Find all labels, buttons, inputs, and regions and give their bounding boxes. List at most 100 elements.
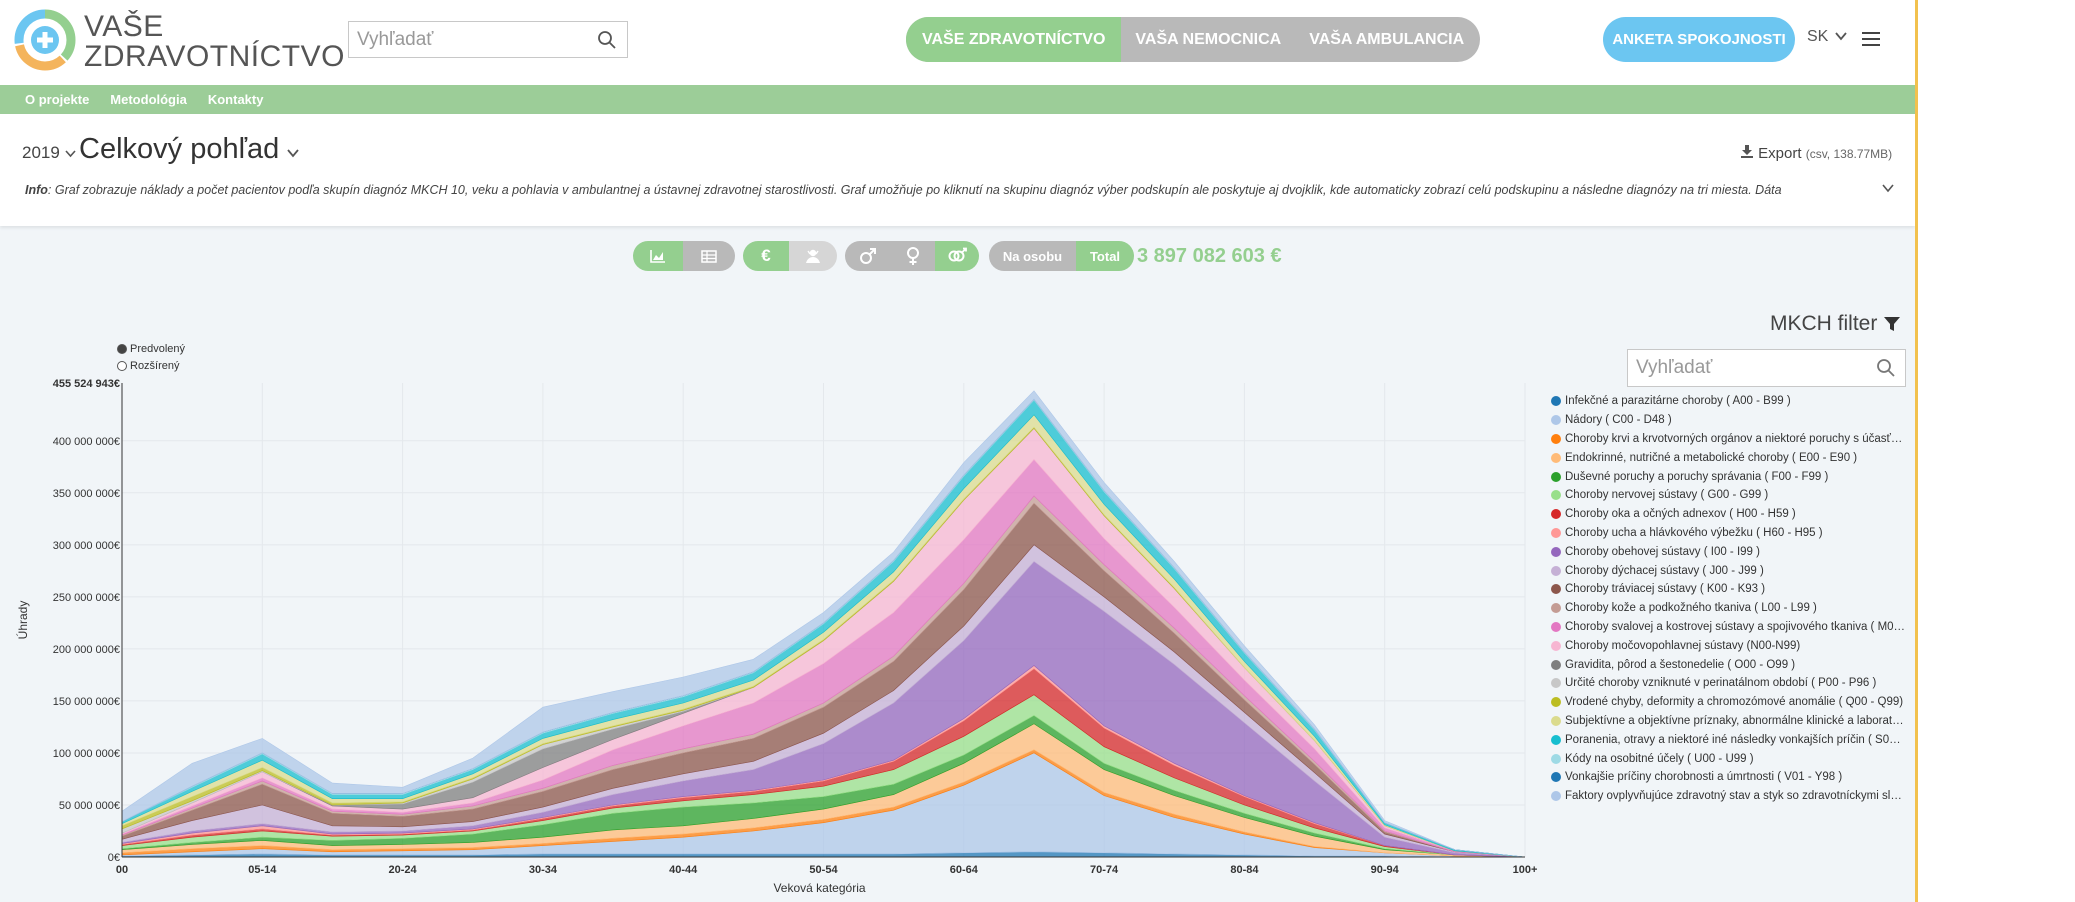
search-icon[interactable] bbox=[1876, 358, 1896, 378]
male-button[interactable] bbox=[845, 241, 891, 271]
y-tick-label: 250 000 000€ bbox=[53, 592, 120, 604]
x-axis-label: Veková kategória bbox=[773, 881, 865, 895]
area-chart-button[interactable] bbox=[633, 241, 683, 271]
filter-search-input[interactable] bbox=[1636, 350, 1871, 386]
both-genders-button[interactable] bbox=[935, 241, 979, 271]
scroll-accent bbox=[1915, 0, 1918, 902]
logo-icon[interactable] bbox=[14, 9, 76, 71]
language-select[interactable]: SK bbox=[1807, 28, 1847, 46]
filter-item[interactable]: Choroby oka a očných adnexov ( H00 - H59… bbox=[1551, 505, 1906, 524]
year-select[interactable]: 2019 bbox=[22, 143, 76, 163]
filter-title-label: MKCH filter bbox=[1770, 312, 1878, 335]
filter-search bbox=[1627, 349, 1906, 387]
x-tick-label: 50-54 bbox=[809, 864, 838, 876]
legend-swatch bbox=[1551, 772, 1561, 783]
filter-item[interactable]: Poranenia, otravy a niektoré iné následk… bbox=[1551, 730, 1906, 749]
legend-swatch bbox=[1551, 433, 1561, 444]
chevron-down-icon bbox=[64, 150, 76, 158]
legend-swatch bbox=[1551, 678, 1561, 689]
patients-button[interactable] bbox=[789, 241, 837, 271]
legend-mode-predefined[interactable]: Predvolený bbox=[117, 343, 185, 355]
year-label: 2019 bbox=[22, 143, 60, 162]
header-search-input[interactable] bbox=[357, 22, 587, 57]
y-tick-label: 350 000 000€ bbox=[53, 488, 120, 500]
filter-item[interactable]: Určité choroby vzniknuté v perinatálnom … bbox=[1551, 674, 1906, 693]
survey-button[interactable]: ANKETA SPOKOJNOSTI bbox=[1603, 17, 1795, 62]
logo-text[interactable]: VAŠE ZDRAVOTNÍCTVO bbox=[84, 12, 345, 72]
area-chart[interactable]: 0€ 50 000 000€ 100 000 000€ 150 000 000€ 200… bbox=[0, 330, 1540, 900]
title-panel: 2019 Celkový pohľad Export (csv, 138.77M… bbox=[0, 114, 1915, 226]
filter-item-label: Kódy na osobitné účely ( U00 - U99 ) bbox=[1565, 752, 1754, 765]
legend-swatch bbox=[1551, 452, 1561, 463]
search-icon[interactable] bbox=[597, 30, 617, 50]
view-select[interactable]: Celkový pohľad bbox=[79, 133, 300, 166]
cost-button[interactable]: € bbox=[743, 241, 789, 271]
table-view-button[interactable] bbox=[683, 241, 735, 271]
legend-swatch bbox=[1551, 659, 1561, 670]
legend-swatch bbox=[1551, 415, 1561, 426]
info-label: Info bbox=[25, 183, 48, 197]
filter-item-label: Subjektívne a objektívne príznaky, abnor… bbox=[1565, 714, 1906, 727]
filter-item-label: Vrodené chyby, deformity a chromozómové … bbox=[1565, 696, 1904, 709]
legend-swatch bbox=[1551, 471, 1561, 482]
logo-line1: VAŠE bbox=[84, 10, 164, 43]
menu-icon[interactable] bbox=[1862, 32, 1880, 50]
legend-swatch bbox=[1551, 621, 1561, 632]
nav-vase-zdravotnictvo[interactable]: VAŠE ZDRAVOTNÍCTVO bbox=[906, 17, 1122, 62]
filter-item-label: Choroby svalovej a kostrovej sústavy a s… bbox=[1565, 620, 1906, 633]
legend-mode-extended[interactable]: Rozšírený bbox=[117, 360, 185, 372]
female-button[interactable] bbox=[891, 241, 935, 271]
filter-item[interactable]: Gravidita, pôrod a šestonedelie ( O00 - … bbox=[1551, 655, 1906, 674]
export-meta: (csv, 138.77MB) bbox=[1805, 147, 1893, 161]
main-nav: VAŠE ZDRAVOTNÍCTVO VAŠA NEMOCNICA VAŠA A… bbox=[906, 17, 1481, 62]
filter-item[interactable]: Subjektívne a objektívne príznaky, abnor… bbox=[1551, 712, 1906, 731]
subnav-metodologia[interactable]: Metodológia bbox=[110, 92, 187, 107]
subnav-o-projekte[interactable]: O projekte bbox=[25, 92, 90, 107]
x-tick-label: 70-74 bbox=[1090, 864, 1119, 876]
legend-swatch bbox=[1551, 396, 1561, 407]
filter-item[interactable]: Choroby svalovej a kostrovej sústavy a s… bbox=[1551, 618, 1906, 637]
mkch-filter-title[interactable]: MKCH filter bbox=[1770, 312, 1901, 336]
per-person-button[interactable]: Na osobu bbox=[989, 241, 1076, 271]
filter-item[interactable]: Endokrinné, nutričné a metabolické choro… bbox=[1551, 448, 1906, 467]
filter-item[interactable]: Vonkajšie príčiny chorobnosti a úmrtnost… bbox=[1551, 768, 1906, 787]
y-axis-label: Úhrady bbox=[15, 601, 30, 640]
filter-item[interactable]: Nádory ( C00 - D48 ) bbox=[1551, 411, 1906, 430]
filter-item[interactable]: Choroby nervovej sústavy ( G00 - G99 ) bbox=[1551, 486, 1906, 505]
x-tick-label: 60-64 bbox=[950, 864, 979, 876]
nav-vasa-nemocnica[interactable]: VAŠA NEMOCNICA bbox=[1135, 31, 1282, 48]
filter-icon bbox=[1884, 317, 1901, 331]
table-icon bbox=[701, 249, 717, 263]
chevron-down-icon bbox=[287, 149, 300, 158]
filter-item[interactable]: Choroby kože a podkožného tkaniva ( L00 … bbox=[1551, 599, 1906, 618]
x-tick-label: 00 bbox=[116, 864, 128, 876]
filter-item[interactable]: Duševné poruchy a poruchy správania ( F0… bbox=[1551, 467, 1906, 486]
chevron-down-icon[interactable] bbox=[1882, 184, 1894, 193]
language-label: SK bbox=[1807, 28, 1829, 45]
export-button[interactable]: Export (csv, 138.77MB) bbox=[1740, 144, 1892, 162]
x-tick-label: 90-94 bbox=[1371, 864, 1400, 876]
filter-item-label: Nádory ( C00 - D48 ) bbox=[1565, 414, 1672, 427]
legend-swatch bbox=[1551, 715, 1561, 726]
filter-item[interactable]: Infekčné a parazitárne choroby ( A00 - B… bbox=[1551, 392, 1906, 411]
subnav-kontakty[interactable]: Kontakty bbox=[207, 92, 264, 107]
total-button[interactable]: Total bbox=[1076, 241, 1134, 271]
area-chart-icon bbox=[650, 250, 665, 263]
filter-item[interactable]: Choroby dýchacej sústavy ( J00 - J99 ) bbox=[1551, 561, 1906, 580]
filter-item[interactable]: Vrodené chyby, deformity a chromozómové … bbox=[1551, 693, 1906, 712]
filter-item[interactable]: Choroby tráviacej sústavy ( K00 - K93 ) bbox=[1551, 580, 1906, 599]
filter-item[interactable]: Choroby obehovej sústavy ( I00 - I99 ) bbox=[1551, 542, 1906, 561]
gender-toggle bbox=[845, 241, 979, 271]
filter-item[interactable]: Choroby krvi a krvotvorných orgánov a ni… bbox=[1551, 430, 1906, 449]
nav-vasa-ambulancia[interactable]: VAŠA AMBULANCIA bbox=[1309, 31, 1465, 48]
euro-icon: € bbox=[761, 246, 771, 265]
y-tick-label: 50 000 000€ bbox=[59, 800, 120, 812]
filter-item-label: Endokrinné, nutričné a metabolické choro… bbox=[1565, 451, 1858, 464]
x-tick-label: 80-84 bbox=[1230, 864, 1259, 876]
filter-item[interactable]: Choroby močovopohlavnej sústavy (N00-N99… bbox=[1551, 636, 1906, 655]
filter-item[interactable]: Faktory ovplyvňujúce zdravotný stav a st… bbox=[1551, 787, 1906, 806]
y-tick-label: 400 000 000€ bbox=[53, 436, 120, 448]
filter-item-label: Choroby krvi a krvotvorných orgánov a ni… bbox=[1565, 432, 1906, 445]
filter-item[interactable]: Kódy na osobitné účely ( U00 - U99 ) bbox=[1551, 749, 1906, 768]
filter-item[interactable]: Choroby ucha a hlávkového výbežku ( H60 … bbox=[1551, 524, 1906, 543]
